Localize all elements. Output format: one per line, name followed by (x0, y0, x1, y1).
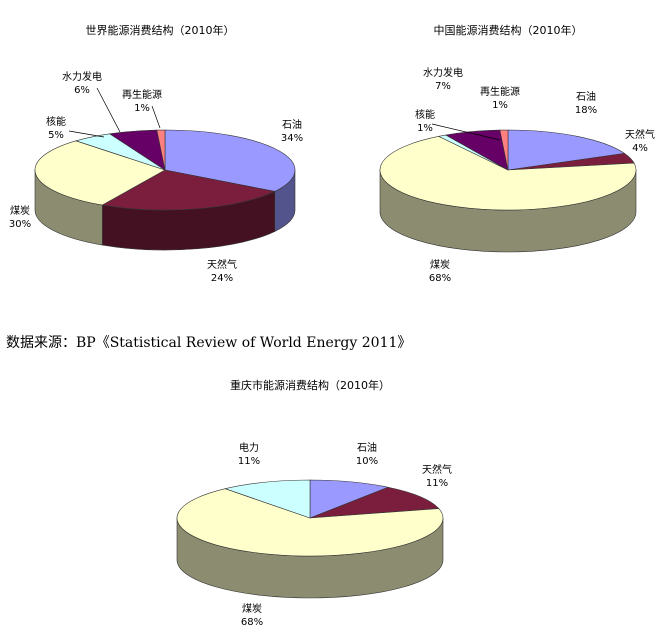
chart-title: 中国能源消费结构（2010年） (434, 23, 583, 37)
category-label: 再生能源 (480, 85, 520, 98)
category-label: 煤炭 (242, 602, 262, 615)
category-label: 电力 (239, 441, 259, 454)
category-label: 天然气 (625, 128, 655, 141)
value-label: 7% (435, 81, 451, 92)
value-label: 1% (134, 103, 150, 114)
pie-chart-2: 中国能源消费结构（2010年） 石油 18% 天然气 4% 煤炭 68% 核能 1% 水力发电 7%… (379, 23, 655, 284)
data-source-note: 数据来源：BP《Statistical Review of World Ener… (6, 335, 411, 351)
category-label: 水力发电 (62, 70, 102, 83)
value-label: 1% (492, 100, 508, 111)
value-label: 11% (238, 456, 260, 467)
value-label: 68% (241, 617, 263, 628)
value-label: 11% (426, 478, 448, 489)
leader-line-4 (68, 130, 105, 138)
pie-slice-6 (499, 129, 509, 171)
pie-chart-3: 重庆市能源消费结构（2010年） 石油 10% 天然气 11% 煤炭 68% 电力 11% (176, 378, 452, 628)
category-label: 核能 (415, 108, 435, 121)
pie-slice-1 (309, 479, 390, 519)
value-label: 1% (417, 123, 433, 134)
category-label: 石油 (576, 90, 596, 103)
value-label: 30% (9, 219, 31, 230)
pie-slice-4 (224, 479, 311, 519)
pie-slice-3 (176, 488, 444, 557)
value-label: 6% (74, 85, 90, 96)
pie-slice-3 (34, 140, 166, 206)
category-label: 石油 (357, 441, 377, 454)
category-label: 煤炭 (430, 258, 450, 271)
value-label: 18% (575, 105, 597, 116)
pie-slice-2 (101, 169, 276, 211)
pie-slice-1 (507, 129, 626, 171)
category-label: 天然气 (422, 463, 452, 476)
leader-line-6 (151, 105, 161, 129)
leader-line-5 (96, 87, 121, 133)
value-label: 10% (356, 456, 378, 467)
pie-side (34, 169, 296, 251)
category-label: 再生能源 (122, 88, 162, 101)
category-label: 天然气 (207, 258, 237, 271)
chart-title: 世界能源消费结构（2010年） (86, 23, 235, 37)
value-label: 5% (48, 130, 64, 141)
chart-title: 重庆市能源消费结构（2010年） (230, 378, 390, 392)
pie-slice-6 (156, 129, 166, 171)
pie-slice-3 (379, 136, 637, 211)
value-label: 24% (211, 273, 233, 284)
pie-slice-2 (309, 486, 440, 519)
category-label: 水力发电 (423, 66, 463, 79)
value-label: 4% (632, 143, 648, 154)
category-label: 核能 (46, 115, 66, 128)
leader-line-4 (431, 123, 501, 141)
category-label: 煤炭 (10, 204, 30, 217)
value-label: 68% (429, 273, 451, 284)
value-label: 34% (281, 133, 303, 144)
category-label: 石油 (282, 118, 302, 131)
pie-chart-1: 世界能源消费结构（2010年） 石油 34% 天然气 24% 煤炭 30% 核能 5% 水力发电 6… (9, 23, 303, 284)
